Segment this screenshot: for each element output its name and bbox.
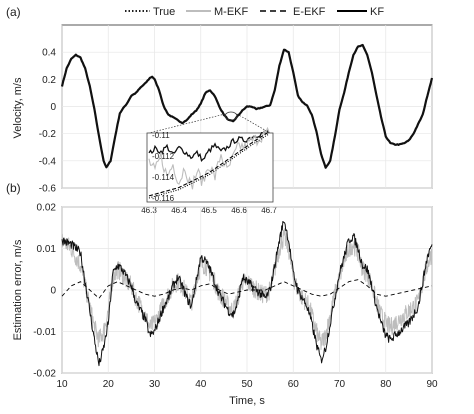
error-y-tick-label: 0.02 [37, 203, 57, 214]
error-x-tick-label: 40 [195, 379, 207, 390]
velocity-series [60, 43, 434, 169]
error-y-tick-label: -0.02 [33, 369, 56, 380]
error-series [61, 221, 433, 367]
velocity-y-axis-label: Velocity, m/s [12, 77, 24, 138]
inset-x-tick-label: 46.4 [171, 206, 187, 215]
inset-line-kf [148, 129, 270, 162]
error-panel: (b) 0.02 0.01 0 -0.01 -0.02 10 20 30 40 50 60 70 80… [6, 181, 438, 407]
inset-x-tick-label: 46.3 [141, 206, 157, 215]
inset-series [148, 126, 270, 199]
inset-y-tick-label: -0.114 [152, 173, 175, 182]
error-x-ticks: 10 20 30 40 50 60 70 80 90 [56, 379, 438, 390]
error-y-tick-label: -0.01 [33, 327, 56, 338]
inset-y-tick-label: -0.11 [152, 131, 170, 140]
time-x-axis-label: Time, s [229, 395, 265, 407]
velocity-y-tick-label: 0.4 [42, 48, 56, 59]
inset-x-tick-label: 46.7 [261, 206, 277, 215]
error-line-kf [61, 221, 433, 367]
error-y-ticks: 0.02 0.01 0 -0.01 -0.02 [33, 203, 56, 380]
legend-e-ekf-label: E-EKF [293, 6, 326, 18]
velocity-panel: (a) 0.4 0.2 0 -0.2 -0.4 -0.6 Velocity, m/s Tr… [6, 5, 434, 215]
inset-line-m-ekf [148, 126, 270, 190]
legend-kf-label: KF [370, 6, 384, 18]
inset-y-tick-label: -0.116 [152, 194, 175, 203]
inset-line-e-ekf [148, 131, 270, 197]
velocity-y-tick-label: 0.2 [42, 75, 56, 86]
zoom-connector-left [148, 113, 226, 134]
velocity-y-tick-label: -0.2 [39, 129, 57, 140]
inset-y-tick-label: -0.112 [152, 152, 175, 161]
error-line-e-ekf [61, 279, 433, 299]
velocity-y-tick-label: -0.4 [39, 156, 57, 167]
velocity-y-tick-label: -0.6 [39, 184, 57, 195]
inset-background [146, 132, 274, 203]
inset-x-tick-label: 46.5 [201, 206, 217, 215]
error-x-tick-label: 90 [426, 379, 438, 390]
error-y-tick-label: 0.01 [37, 244, 57, 255]
velocity-line-kf [60, 43, 434, 169]
inset-ticks: -0.11 -0.112 -0.114 -0.116 46.3 46.4 46.5 46.6 4… [141, 131, 277, 215]
error-x-tick-label: 30 [149, 379, 161, 390]
error-x-tick-label: 70 [334, 379, 346, 390]
error-x-tick-label: 10 [56, 379, 68, 390]
error-x-tick-label: 80 [380, 379, 392, 390]
error-x-tick-label: 60 [288, 379, 300, 390]
panel-a-label: (a) [6, 5, 21, 19]
legend-true-label: True [153, 6, 175, 18]
legend: True M-EKF E-EKF KF [125, 6, 384, 18]
error-x-tick-label: 50 [241, 379, 253, 390]
zoom-inset: -0.11 -0.112 -0.114 -0.116 46.3 46.4 46.5 46.6 4… [141, 126, 277, 215]
zoom-connector-right [236, 113, 271, 134]
panel-b-label: (b) [6, 181, 21, 195]
inset-x-tick-label: 46.6 [231, 206, 247, 215]
velocity-y-tick-label: 0 [50, 102, 56, 113]
error-y-tick-label: 0 [50, 286, 56, 297]
error-y-axis-label: Estimation error, m/s [12, 239, 24, 340]
error-grid [61, 206, 433, 374]
error-x-tick-label: 20 [103, 379, 115, 390]
inset-line-true [148, 133, 270, 199]
zoom-region-marker [224, 111, 238, 121]
velocity-y-ticks: 0.4 0.2 0 -0.2 -0.4 -0.6 [39, 48, 57, 195]
legend-m-ekf-label: M-EKF [214, 6, 249, 18]
